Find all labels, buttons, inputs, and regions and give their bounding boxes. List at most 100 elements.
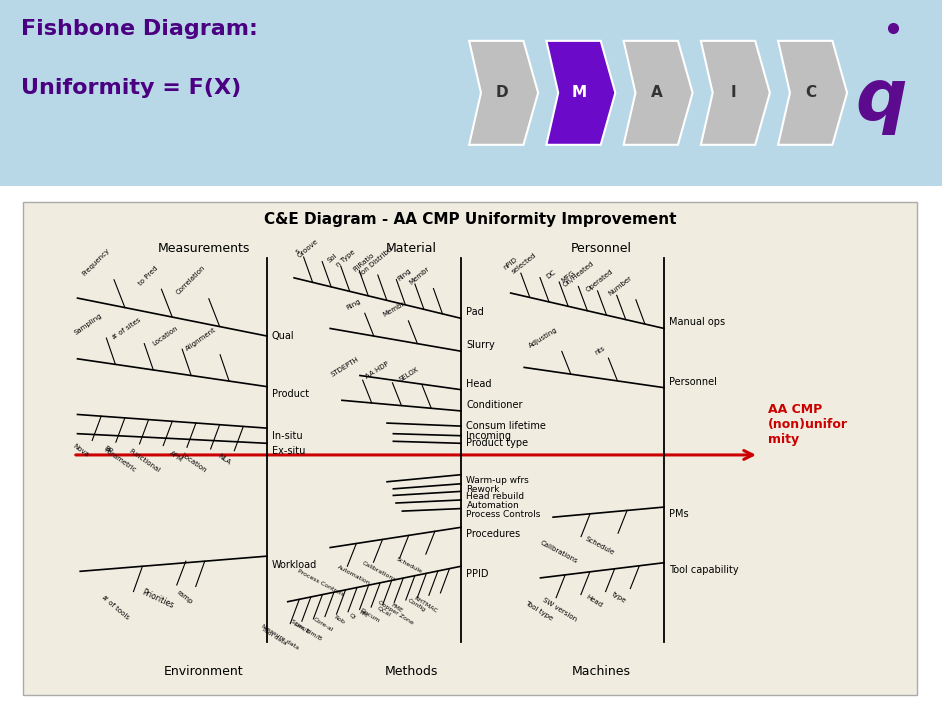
Text: q: q xyxy=(855,66,906,135)
Text: nts: nts xyxy=(593,345,606,355)
Text: # of sites: # of sites xyxy=(111,317,141,341)
Text: Priorities: Priorities xyxy=(140,588,175,611)
Text: type: type xyxy=(611,591,627,604)
Text: Schedule: Schedule xyxy=(584,536,615,556)
Text: Nova: Nova xyxy=(72,443,89,458)
Text: Automation: Automation xyxy=(336,565,371,587)
Text: Machines: Machines xyxy=(572,665,630,678)
Text: PM: PM xyxy=(358,609,368,619)
Text: FME: FME xyxy=(390,603,403,614)
Text: BP: BP xyxy=(103,445,113,455)
Text: NLA: NLA xyxy=(217,454,232,466)
Text: FilRatio: FilRatio xyxy=(351,252,375,272)
Text: Qual: Qual xyxy=(271,331,294,341)
Text: Pad: Pad xyxy=(466,306,484,317)
Text: Head rebuild: Head rebuild xyxy=(466,492,525,502)
Text: C: C xyxy=(805,85,817,100)
Polygon shape xyxy=(624,41,692,145)
Text: Manual ops: Manual ops xyxy=(670,317,725,327)
Text: Measure data: Measure data xyxy=(260,624,300,651)
Text: Config: Config xyxy=(407,598,426,613)
Text: ramp: ramp xyxy=(175,589,193,605)
Text: Groove: Groove xyxy=(297,238,319,259)
Text: Ion Distribu: Ion Distribu xyxy=(359,247,394,277)
Text: In-situ: In-situ xyxy=(271,431,302,441)
Text: Location: Location xyxy=(180,451,208,473)
Text: Frequency: Frequency xyxy=(82,248,111,277)
Text: s: s xyxy=(294,248,300,255)
Text: Rework: Rework xyxy=(466,485,500,494)
Text: Environment: Environment xyxy=(164,665,244,678)
Text: Rob: Rob xyxy=(333,614,346,625)
Text: Material: Material xyxy=(386,242,437,256)
Text: AA HDP: AA HDP xyxy=(364,361,390,380)
Text: C&E Diagram - AA CMP Uniformity Improvement: C&E Diagram - AA CMP Uniformity Improvem… xyxy=(264,212,676,227)
Text: Core-al: Core-al xyxy=(312,617,333,633)
Text: Tool capability: Tool capability xyxy=(670,565,739,574)
Text: M: M xyxy=(572,85,587,100)
Text: D: D xyxy=(495,85,508,100)
Text: Sampling: Sampling xyxy=(73,312,104,336)
Text: STDEPTH: STDEPTH xyxy=(330,356,360,378)
Text: On/Heated: On/Heated xyxy=(561,261,594,288)
Text: Slurry: Slurry xyxy=(466,340,495,350)
Text: PPID: PPID xyxy=(466,569,489,579)
Text: Product: Product xyxy=(271,389,309,399)
Text: Docum: Docum xyxy=(358,607,380,623)
Text: Process Controls: Process Controls xyxy=(466,510,541,518)
Text: Functional: Functional xyxy=(127,448,160,474)
Text: Warm-up wfrs: Warm-up wfrs xyxy=(466,475,529,485)
Text: Tool type: Tool type xyxy=(524,600,554,622)
Polygon shape xyxy=(701,41,770,145)
Text: Head: Head xyxy=(584,594,603,609)
Text: SELOX: SELOX xyxy=(398,366,419,383)
Text: Conditioner: Conditioner xyxy=(466,400,523,410)
Text: Head: Head xyxy=(466,379,492,389)
Text: Ring: Ring xyxy=(397,267,413,282)
Text: I: I xyxy=(731,85,737,100)
Text: Uniformity = F(X): Uniformity = F(X) xyxy=(21,78,241,98)
Text: selected: selected xyxy=(511,253,537,275)
Text: QCal: QCal xyxy=(376,605,392,617)
Text: A: A xyxy=(650,85,662,100)
Text: Ring: Ring xyxy=(346,298,362,311)
Text: APM: APM xyxy=(169,450,185,463)
Polygon shape xyxy=(469,41,538,145)
Text: Correlation: Correlation xyxy=(174,265,206,296)
Text: SW version: SW version xyxy=(542,597,578,623)
Text: Membr: Membr xyxy=(382,301,406,318)
Text: Location: Location xyxy=(152,325,180,347)
Text: DC: DC xyxy=(544,269,557,280)
Text: Qi: Qi xyxy=(349,612,357,620)
Text: PMs: PMs xyxy=(670,509,690,519)
Text: Incoming: Incoming xyxy=(466,431,512,440)
Text: Measurements: Measurements xyxy=(157,242,250,256)
Text: Methods: Methods xyxy=(384,665,438,678)
Text: Adjusting: Adjusting xyxy=(528,326,560,349)
Text: Product type: Product type xyxy=(466,438,528,448)
Text: Alignment: Alignment xyxy=(185,327,218,352)
Text: n Type: n Type xyxy=(335,249,357,268)
Text: Operated: Operated xyxy=(585,268,614,293)
Text: Fishbone Diagram:: Fishbone Diagram: xyxy=(21,18,257,39)
Text: nPID: nPID xyxy=(502,256,518,271)
Text: Ex-situ: Ex-situ xyxy=(271,446,305,456)
Text: Lim/B: Lim/B xyxy=(293,622,311,635)
Text: Parametric: Parametric xyxy=(103,446,137,473)
Text: Process Controls: Process Controls xyxy=(297,569,345,598)
Text: Tool data: Tool data xyxy=(261,626,287,646)
Polygon shape xyxy=(546,41,615,145)
Text: Calibrations: Calibrations xyxy=(362,561,397,583)
Text: Personnel: Personnel xyxy=(670,376,718,387)
Text: Workload: Workload xyxy=(271,560,317,570)
Text: MFG: MFG xyxy=(560,270,576,284)
Text: Calibrations: Calibrations xyxy=(539,539,578,564)
Text: Sol: Sol xyxy=(326,252,338,264)
Text: Membr: Membr xyxy=(408,266,430,286)
Polygon shape xyxy=(778,41,847,145)
Text: Automation: Automation xyxy=(466,501,519,510)
Text: Personnel: Personnel xyxy=(571,242,631,256)
Text: Procedures: Procedures xyxy=(466,529,521,539)
Text: RHTMAC: RHTMAC xyxy=(413,596,438,614)
Text: Spec Lim/B: Spec Lim/B xyxy=(290,619,322,642)
